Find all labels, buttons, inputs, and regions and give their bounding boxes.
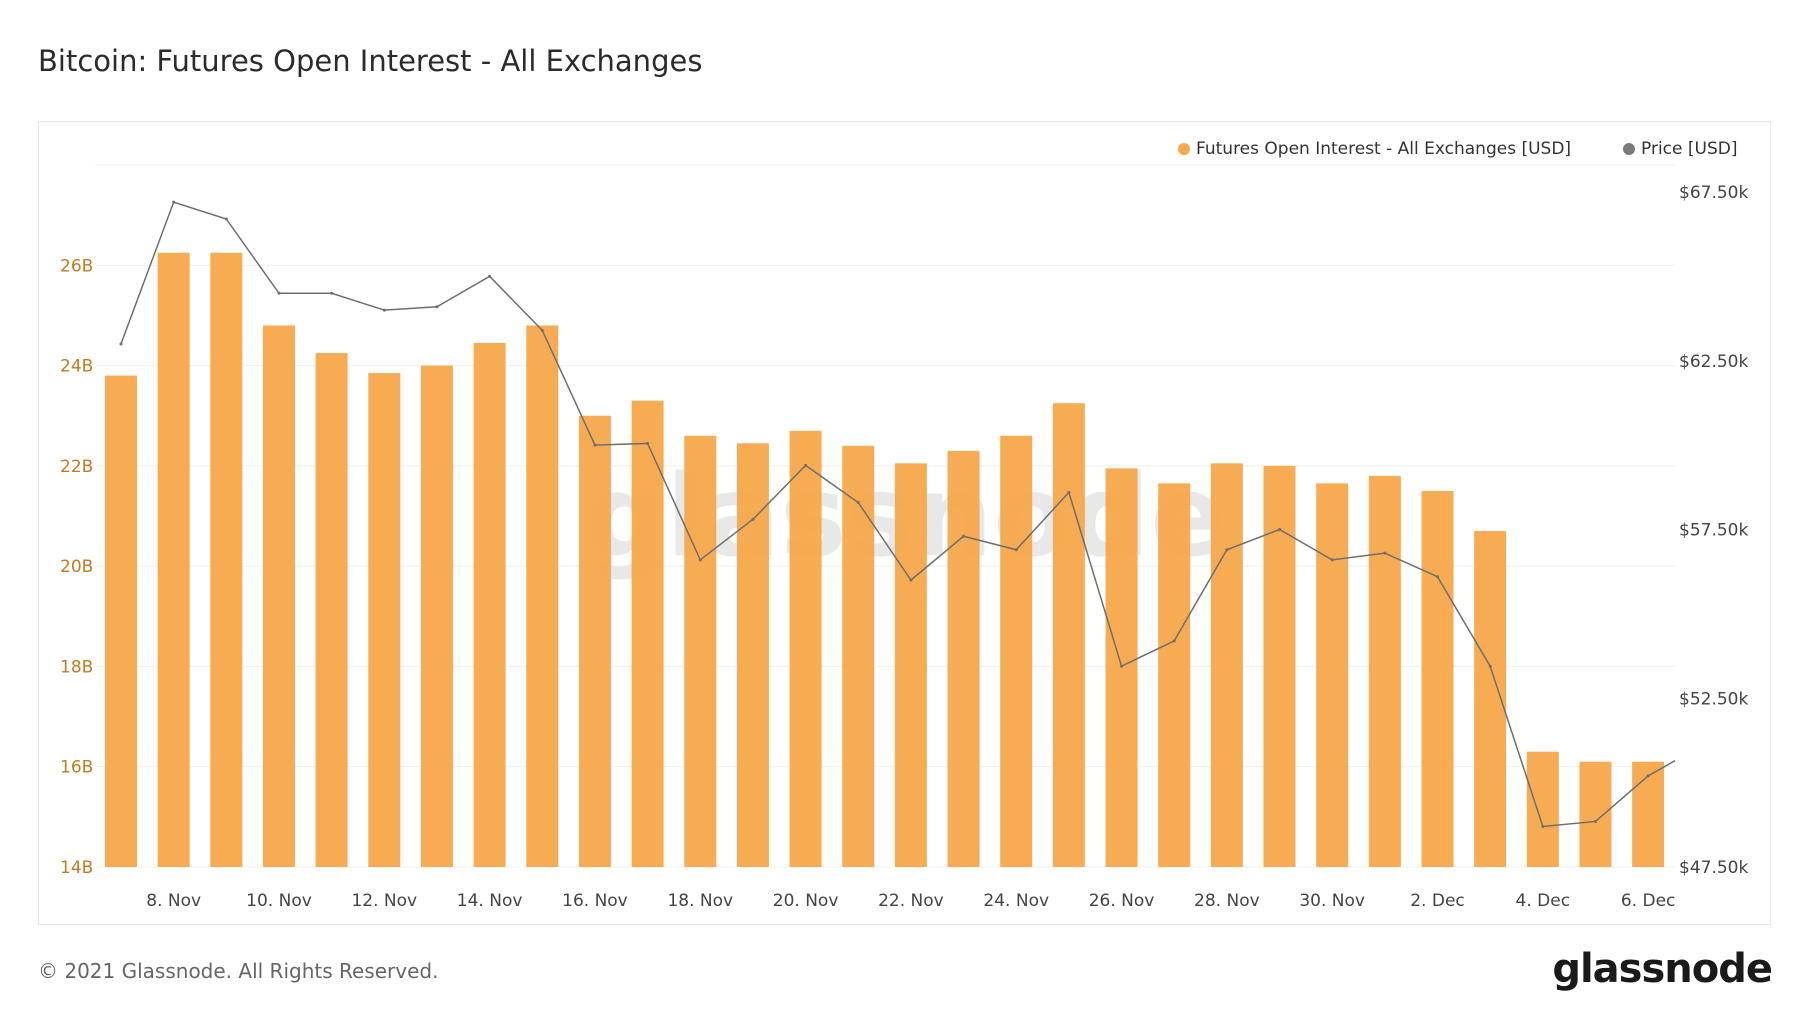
bar-25-nov: [1052, 403, 1085, 867]
price-point: [856, 501, 860, 504]
left-axis-tick: 26B: [60, 256, 93, 276]
price-point: [488, 274, 492, 278]
x-axis-tick: 12. Nov: [351, 891, 417, 911]
price-point: [1225, 548, 1229, 552]
x-axis-tick: 16. Nov: [562, 891, 628, 911]
bar-1-dec: [1368, 475, 1401, 867]
x-axis-tick: 10. Nov: [246, 891, 312, 911]
price-point: [1278, 528, 1282, 531]
bar-4-dec: [1526, 751, 1559, 867]
price-point: [382, 308, 386, 312]
price-point: [119, 342, 123, 346]
price-point: [1436, 575, 1439, 579]
price-point: [277, 291, 281, 295]
glassnode-logo: glassnode: [1552, 946, 1773, 992]
left-axis-tick: 20B: [60, 557, 93, 577]
bar-20-nov: [789, 430, 822, 867]
price-point: [1593, 819, 1597, 823]
x-axis-tick: 22. Nov: [878, 891, 944, 911]
price-point: [962, 534, 966, 538]
left-axis-tick: 16B: [60, 758, 93, 778]
bar-8-nov: [157, 252, 190, 867]
left-axis-tick: 14B: [60, 858, 93, 878]
price-point: [804, 463, 808, 467]
bar-22-nov: [894, 463, 927, 867]
left-axis-tick: 18B: [60, 657, 93, 677]
bar-16-nov: [578, 415, 611, 867]
left-axis-tick: 22B: [60, 457, 93, 477]
x-axis-tick: 20. Nov: [773, 891, 839, 911]
price-point: [1120, 664, 1124, 668]
bar-23-nov: [947, 450, 980, 867]
bar-11-nov: [315, 353, 348, 867]
bar-5-dec: [1579, 761, 1612, 867]
x-axis-tick: 18. Nov: [667, 891, 733, 911]
legend-label: Futures Open Interest - All Exchanges [U…: [1196, 139, 1572, 159]
chart-frame: [38, 121, 1771, 925]
copyright: © 2021 Glassnode. All Rights Reserved.: [38, 959, 439, 983]
bar-19-nov: [736, 443, 769, 867]
price-point: [1646, 774, 1650, 778]
price-point: [1383, 551, 1387, 555]
bar-29-nov: [1263, 465, 1296, 867]
price-point: [1330, 558, 1334, 562]
price-point: [330, 291, 334, 295]
right-axis-tick: $67.50k: [1679, 183, 1748, 203]
x-axis-tick: 2. Dec: [1410, 891, 1465, 911]
x-axis-tick: 6. Dec: [1621, 891, 1676, 911]
bar-6-dec: [1632, 761, 1665, 867]
left-axis-tick: 24B: [60, 357, 93, 377]
x-axis-tick: 30. Nov: [1299, 891, 1365, 911]
price-point: [593, 443, 597, 447]
x-axis-tick: 14. Nov: [457, 891, 523, 911]
bar-18-nov: [684, 435, 717, 867]
x-axis-tick: 28. Nov: [1194, 891, 1260, 911]
bar-14-nov: [473, 343, 506, 867]
bar-12-nov: [368, 373, 401, 867]
price-point: [751, 517, 755, 521]
price-point: [1172, 639, 1176, 643]
bar-24-nov: [1000, 435, 1033, 867]
x-axis-tick: 4. Dec: [1516, 891, 1571, 911]
chart-title: Bitcoin: Futures Open Interest - All Exc…: [38, 44, 703, 78]
price-point: [646, 441, 650, 445]
legend-dot-gray-icon: [1623, 143, 1635, 155]
price-point: [1488, 664, 1492, 668]
right-axis-tick: $62.50k: [1679, 352, 1748, 372]
price-point: [1541, 825, 1545, 828]
price-point: [435, 305, 439, 309]
x-axis-tick: 8. Nov: [146, 891, 201, 911]
x-axis-tick: 24. Nov: [983, 891, 1049, 911]
price-point: [909, 578, 913, 582]
legend-item-price[interactable]: Price [USD]: [1623, 139, 1737, 159]
legend-label: Price [USD]: [1641, 139, 1738, 159]
price-point: [540, 328, 544, 332]
price-point: [224, 217, 228, 221]
right-axis-tick: $52.50k: [1679, 689, 1748, 709]
price-point: [698, 558, 702, 562]
price-point: [1014, 548, 1018, 552]
legend-dot-orange-icon: [1178, 143, 1190, 155]
bar-13-nov: [420, 365, 453, 867]
bar-10-nov: [262, 325, 295, 867]
bar-9-nov: [210, 252, 243, 867]
legend-item-open-interest[interactable]: Futures Open Interest - All Exchanges [U…: [1178, 139, 1571, 159]
bar-7-nov: [105, 375, 137, 867]
right-axis-tick: $47.50k: [1679, 858, 1748, 878]
price-point: [172, 200, 176, 204]
bar-21-nov: [842, 445, 875, 867]
bar-15-nov: [526, 325, 559, 867]
x-axis-tick: 26. Nov: [1089, 891, 1155, 911]
bar-2-dec: [1421, 490, 1454, 867]
bar-17-nov: [631, 400, 664, 867]
bar-28-nov: [1210, 463, 1243, 867]
price-point: [1067, 490, 1071, 494]
bar-30-nov: [1316, 483, 1349, 867]
right-axis-tick: $57.50k: [1679, 521, 1748, 541]
bar-27-nov: [1158, 483, 1191, 867]
